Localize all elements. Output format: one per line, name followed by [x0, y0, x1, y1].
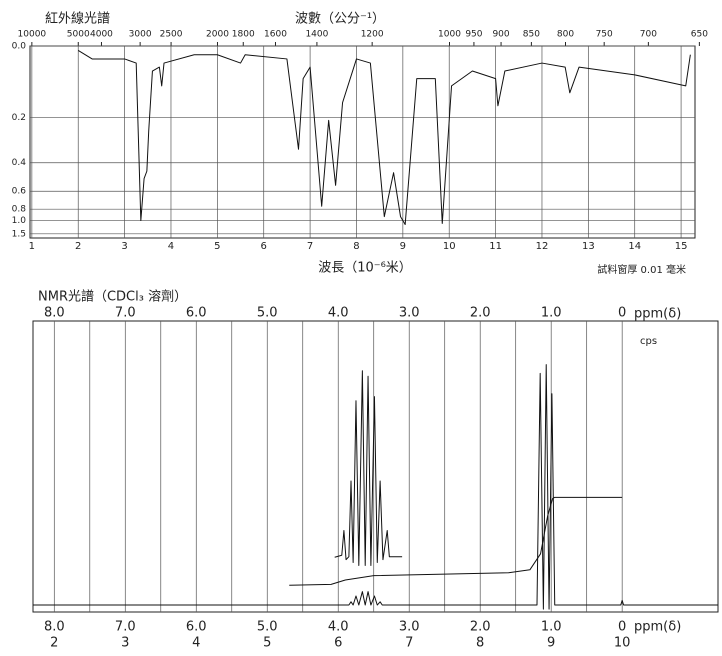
x-tick-label: 4 [168, 241, 174, 252]
x-tick-label: 7 [307, 241, 313, 252]
y-tick-label: 0.2 [12, 113, 26, 123]
x2-tick-label: 900 [492, 30, 509, 40]
x-tick-label: 5 [214, 241, 220, 252]
x-tick-label: 3 [121, 241, 127, 252]
nmr-plot-frame [32, 320, 719, 613]
x-tick-label: 6 [261, 241, 267, 252]
spectrum-line [289, 496, 623, 586]
x-tick-label: 0 [618, 306, 626, 321]
x-tick-label: 3.0 [399, 306, 420, 321]
x-tick-label: 15 [675, 241, 688, 252]
x2-tick-label: 750 [596, 30, 613, 40]
x-tick-label: 8.0 [44, 620, 65, 635]
y-tick-label: 1.0 [12, 216, 27, 226]
x-tick-label: 13 [582, 241, 595, 252]
y-tick-label: 0.0 [12, 42, 27, 52]
x-tick-label: 5.0 [257, 306, 278, 321]
x-tick-label: 2.0 [470, 306, 491, 321]
spectrum-line [33, 364, 718, 610]
x-tick-label: 8.0 [44, 306, 65, 321]
x-tick-label: 3.0 [399, 620, 420, 635]
x2-tick-label: 1800 [232, 30, 255, 40]
x-tick-label: 8 [353, 241, 359, 252]
x-tick-label: 2.0 [470, 620, 491, 635]
x2-tick-label: 850 [523, 30, 540, 40]
nmr-title: NMR光譜（CDCl₃ 溶劑） [38, 289, 187, 305]
x2-tick-label: 8 [476, 636, 484, 651]
y-tick-label: 0.6 [12, 187, 27, 197]
x2-tick-label: 4 [192, 636, 200, 651]
x-tick-label: 4.0 [328, 306, 349, 321]
x2-tick-label: 4000 [90, 30, 113, 40]
nmr-top-axis-label: ppm(δ) [634, 307, 681, 322]
y-tick-label: 0.4 [12, 158, 27, 168]
x-tick-label: 1.0 [541, 620, 562, 635]
nmr-annotation: cps [640, 336, 657, 347]
x-tick-label: 9 [400, 241, 406, 252]
x2-tick-label: 2000 [206, 30, 229, 40]
x2-tick-label: 5000 [67, 30, 90, 40]
x2-tick-label: 10000 [18, 30, 47, 40]
x2-tick-label: 6 [334, 636, 342, 651]
x2-tick-label: 950 [465, 30, 482, 40]
x-tick-label: 1 [29, 241, 35, 252]
spectrum-line [77, 49, 691, 226]
x-tick-label: 0 [618, 620, 626, 635]
y-tick-label: 1.5 [12, 229, 26, 239]
x-tick-label: 11 [489, 241, 502, 252]
x2-tick-label: 5 [263, 636, 271, 651]
x2-tick-label: 9 [547, 636, 555, 651]
spectrum-line [334, 370, 403, 566]
x2-tick-label: 700 [640, 30, 657, 40]
nmr-bottom-axis-label: ppm(δ) [634, 620, 681, 635]
x2-tick-label: 1600 [264, 30, 287, 40]
x-tick-label: 7.0 [115, 306, 136, 321]
x-tick-label: 2 [75, 241, 81, 252]
x2-tick-label: 1200 [361, 30, 384, 40]
x2-tick-label: 7 [405, 636, 413, 651]
x-tick-label: 10 [443, 241, 456, 252]
x2-tick-label: 2 [50, 636, 58, 651]
x-tick-label: 6.0 [186, 620, 207, 635]
x2-tick-label: 10 [614, 636, 631, 651]
x-tick-label: 12 [536, 241, 549, 252]
x2-tick-label: 650 [691, 30, 708, 40]
y-tick-label: 0.8 [12, 205, 27, 215]
ir-top-axis-label: 波數（公分⁻¹） [295, 12, 385, 27]
x-tick-label: 14 [628, 241, 641, 252]
x2-tick-label: 3000 [129, 30, 152, 40]
x-tick-label: 6.0 [186, 306, 207, 321]
ir-note: 試料窗厚 0.01 毫米 [597, 263, 686, 276]
ir-title: 紅外線光譜 [45, 11, 110, 27]
x2-tick-label: 1000 [438, 30, 461, 40]
x2-tick-label: 3 [121, 636, 129, 651]
x-tick-label: 7.0 [115, 620, 136, 635]
x-tick-label: 5.0 [257, 620, 278, 635]
x-tick-label: 4.0 [328, 620, 349, 635]
x2-tick-label: 800 [557, 30, 574, 40]
x2-tick-label: 1400 [305, 30, 328, 40]
ir-bottom-axis-label: 波長（10⁻⁶米） [318, 261, 412, 276]
x2-tick-label: 2500 [160, 30, 183, 40]
x-tick-label: 1.0 [541, 306, 562, 321]
